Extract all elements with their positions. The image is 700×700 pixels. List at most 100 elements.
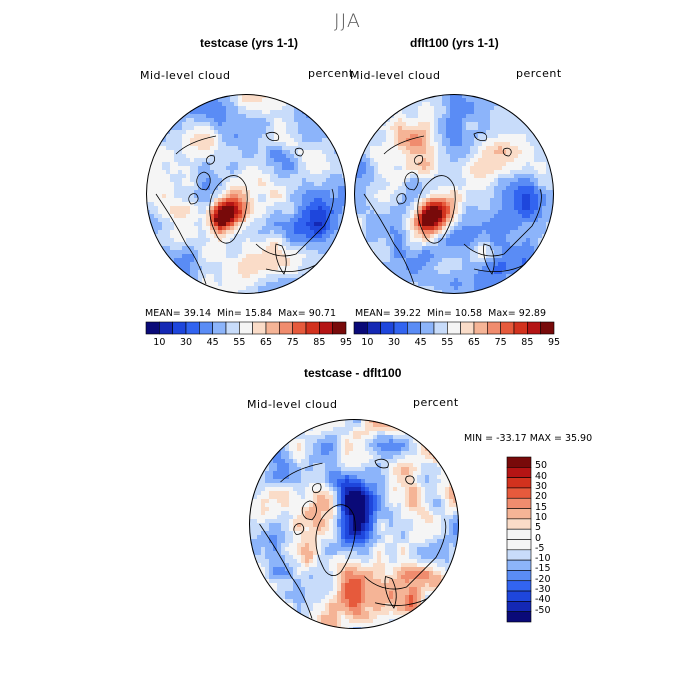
colorbar-swatch [407,321,421,335]
colorbar-swatch [212,321,227,335]
diff-variable-label: Mid-level cloud [247,398,338,411]
colorbar-tick-label: 55 [233,337,246,348]
diff-units-label: percent [413,396,459,409]
colorbar-swatch [506,497,532,509]
right-mean-label: MEAN= [355,308,391,319]
left-max-label: Max= [278,308,306,319]
colorbar-swatch [506,467,532,478]
colorbar-tick-label: 85 [313,337,326,348]
colorbar-tick-label: 75 [286,337,299,348]
colorbar-swatch [473,321,488,335]
colorbar-swatch [332,321,347,335]
colorbar-swatch [420,321,435,335]
colorbar-swatch [185,321,200,335]
colorbar-swatch [506,528,532,540]
colorbar-tick-label: 85 [521,337,534,348]
colorbar-swatch [506,487,532,499]
colorbar-swatch [506,601,532,612]
right-polar-map [354,94,554,294]
left-stats: MEAN= 39.14 Min= 15.84 Max= 90.71 [145,308,336,319]
diff-colorbar [506,456,532,623]
right-mean-value: 39.22 [393,308,421,319]
right-stats: MEAN= 39.22 Min= 10.58 Max= 92.89 [355,308,546,319]
colorbar-swatch [487,321,501,335]
colorbar-swatch [265,321,280,335]
left-units-label: percent [308,67,354,80]
colorbar-swatch [172,321,187,335]
colorbar-swatch [367,321,381,335]
left-min-label: Min= [217,308,242,319]
colorbar-swatch [500,321,515,335]
colorbar-tick-label: -40 [535,594,551,606]
colorbar-swatch [506,590,532,602]
colorbar-tick-label: 50 [535,460,548,472]
colorbar-swatch [380,321,395,335]
colorbar-swatch [506,477,532,489]
colorbar-tick-label: 20 [535,491,548,503]
colorbar-swatch [506,508,532,520]
colorbar-swatch [506,549,532,561]
colorbar-tick-label: 45 [414,337,427,348]
colorbar-tick-label: 5 [535,522,542,534]
colorbar-swatch [279,321,293,335]
colorbar-tick-label: 30 [179,337,193,348]
colorbar-swatch [506,559,532,571]
colorbar-swatch [252,321,267,335]
colorbar-swatch [447,321,461,335]
left-variable-label: Mid-level cloud [140,69,231,82]
colorbar-swatch [506,518,532,530]
right-panel-title: dflt100 (yrs 1-1) [410,36,499,50]
colorbar-swatch [292,321,307,335]
colorbar-tick-label: 40 [535,470,548,482]
right-units-label: percent [516,67,562,80]
colorbar-tick-label: 45 [206,337,219,348]
colorbar-tick-label: 10 [535,511,548,523]
left-polar-map [146,94,346,294]
colorbar-swatch [393,321,408,335]
colorbar-swatch [460,321,475,335]
colorbar-tick-label: -5 [535,542,545,554]
left-mean-value: 39.14 [183,308,211,319]
colorbar-swatch [145,321,160,335]
colorbar-swatch [239,321,253,335]
right-colorbar [353,321,555,335]
colorbar-swatch [540,321,555,335]
colorbar-tick-label: 0 [535,532,542,544]
right-min-value: 10.58 [454,308,483,319]
colorbar-swatch [506,580,532,592]
left-max-value: 90.71 [308,308,336,319]
colorbar-swatch [506,611,532,623]
colorbar-tick-label: 30 [535,480,548,492]
colorbar-tick-label: 15 [535,501,548,513]
colorbar-tick-label: 10 [153,337,166,348]
right-min-label: Min= [427,308,452,319]
colorbar-tick-label: -50 [535,604,551,616]
colorbar-swatch [513,321,528,335]
colorbar-swatch [506,570,532,582]
colorbar-swatch [159,321,173,335]
colorbar-tick-label: 65 [259,337,273,348]
right-max-value: 92.89 [518,308,546,319]
colorbar-swatch [506,456,532,468]
colorbar-tick-label: -30 [535,584,551,596]
left-min-value: 15.84 [244,308,273,319]
colorbar-swatch [433,321,448,335]
colorbar-swatch [506,539,532,551]
colorbar-swatch [199,321,213,335]
colorbar-tick-label: -20 [535,573,551,585]
diff-minmax: MIN = -33.17 MAX = 35.90 [464,433,593,444]
left-mean-label: MEAN= [145,308,181,319]
colorbar-swatch [225,321,240,335]
colorbar-tick-label: 55 [441,337,454,348]
left-colorbar [145,321,347,335]
colorbar-tick-label: -15 [535,563,551,575]
colorbar-swatch [527,321,541,335]
right-max-label: Max= [488,308,516,319]
colorbar-tick-label: 95 [339,337,353,348]
colorbar-tick-label: 75 [494,337,507,348]
colorbar-swatch [305,321,320,335]
colorbar-swatch [353,321,368,335]
diff-polar-map [249,419,459,629]
colorbar-tick-label: 65 [467,337,481,348]
colorbar-tick-label: -10 [535,553,551,565]
